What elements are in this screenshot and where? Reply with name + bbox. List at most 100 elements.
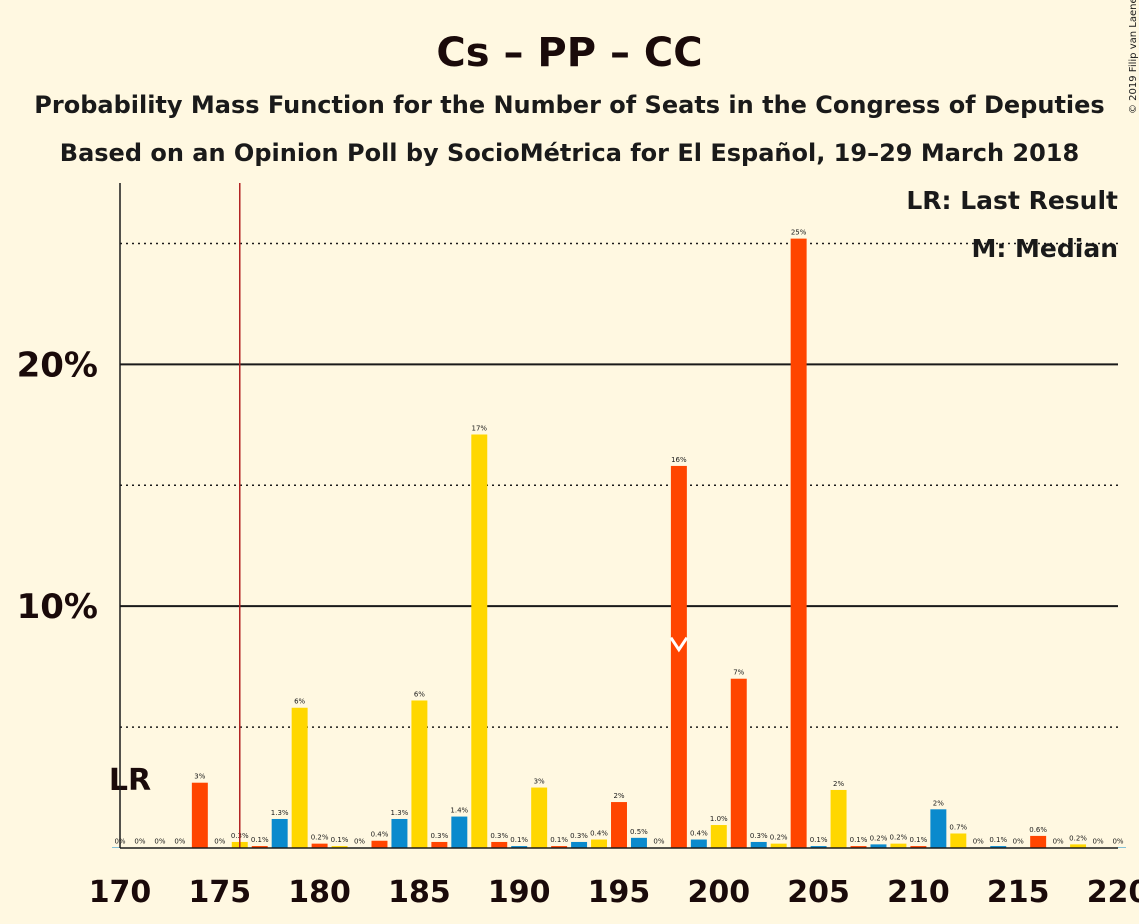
bar-label-194: 0.4% — [590, 830, 608, 838]
bar-label-178: 1.3% — [271, 809, 289, 817]
bar-label-181: 0.1% — [331, 836, 349, 844]
last-result-label: LR — [109, 763, 151, 798]
bar-193 — [571, 842, 587, 848]
bar-188 — [471, 434, 487, 848]
bar-label-175: 0% — [214, 838, 225, 846]
bar-label-216: 0.6% — [1029, 826, 1047, 834]
bar-label-202: 0.3% — [750, 832, 768, 840]
bar-label-174: 3% — [194, 773, 205, 781]
bar-label-187: 1.4% — [450, 807, 468, 815]
bar-202 — [751, 842, 767, 848]
bar-label-182: 0% — [354, 838, 365, 846]
bar-label-195: 2% — [613, 792, 624, 800]
bar-label-171: 0% — [134, 838, 145, 846]
x-tick-label-175: 175 — [188, 875, 251, 910]
bar-label-177: 0.1% — [251, 836, 269, 844]
bar-label-200: 1.0% — [710, 815, 728, 823]
bar-label-191: 3% — [534, 778, 545, 786]
bar-label-184: 1.3% — [391, 809, 409, 817]
bar-label-204: 25% — [791, 229, 807, 237]
bar-label-197: 0% — [653, 838, 664, 846]
bar-series — [112, 239, 1126, 848]
bar-179 — [292, 708, 308, 848]
bar-label-209: 0.2% — [890, 834, 908, 842]
chart-subtitle-2: Based on an Opinion Poll by SocioMétrica… — [60, 139, 1079, 167]
bar-212 — [950, 833, 966, 848]
bar-label-213: 0% — [973, 838, 984, 846]
bar-label-211: 2% — [933, 799, 944, 807]
x-axis-ticks: 170 175 180 185 190 195 200 205 210 215 220 — [89, 875, 1139, 910]
bar-189 — [491, 842, 507, 848]
bar-label-203: 0.2% — [770, 834, 788, 842]
bar-label-210: 0.1% — [910, 836, 928, 844]
bar-200 — [711, 825, 727, 848]
bar-label-206: 2% — [833, 780, 844, 788]
bar-label-183: 0.4% — [371, 831, 389, 839]
bar-187 — [451, 817, 467, 848]
bar-label-180: 0.2% — [311, 834, 329, 842]
bar-label-173: 0% — [174, 838, 185, 846]
bar-178 — [272, 819, 288, 848]
x-tick-label-195: 195 — [588, 875, 651, 910]
bar-label-208: 0.2% — [870, 834, 888, 842]
bar-199 — [691, 840, 707, 848]
x-tick-label-205: 205 — [787, 875, 850, 910]
bar-label-220: 0% — [1112, 838, 1123, 846]
gridlines — [120, 243, 1118, 727]
chart-title: Cs – PP – CC — [436, 30, 702, 76]
bar-label-207: 0.1% — [850, 836, 868, 844]
bar-label-179: 6% — [294, 698, 305, 706]
bar-label-189: 0.3% — [490, 832, 508, 840]
y-axis-ticks: 10% 20% — [17, 345, 98, 627]
bar-value-labels: 0%0%0%0%3%0%0.3%0.1%1.3%6%0.2%0.1%0%0.4%… — [114, 229, 1123, 846]
x-tick-label-200: 200 — [687, 875, 750, 910]
x-tick-label-190: 190 — [488, 875, 551, 910]
bar-184 — [391, 819, 407, 848]
bar-label-188: 17% — [471, 424, 487, 432]
bar-201 — [731, 679, 747, 848]
bar-label-205: 0.1% — [810, 836, 828, 844]
bar-label-215: 0% — [1013, 838, 1024, 846]
bar-204 — [791, 239, 807, 848]
y-tick-label-20: 20% — [17, 345, 98, 385]
bar-label-217: 0% — [1053, 838, 1064, 846]
bar-label-186: 0.3% — [430, 832, 448, 840]
bar-186 — [431, 842, 447, 848]
bar-195 — [611, 802, 627, 848]
x-tick-label-210: 210 — [887, 875, 950, 910]
bar-196 — [631, 838, 647, 848]
bar-206 — [831, 790, 847, 848]
x-tick-label-170: 170 — [89, 875, 152, 910]
bar-label-172: 0% — [154, 838, 165, 846]
bar-label-185: 6% — [414, 690, 425, 698]
bar-183 — [371, 841, 387, 848]
bar-label-201: 7% — [733, 669, 744, 677]
chart-subtitle-1: Probability Mass Function for the Number… — [34, 91, 1104, 119]
bar-label-190: 0.1% — [510, 836, 528, 844]
bar-198 — [671, 466, 687, 848]
x-tick-label-185: 185 — [388, 875, 451, 910]
x-tick-label-220: 220 — [1087, 875, 1139, 910]
bar-185 — [411, 700, 427, 848]
bar-label-212: 0.7% — [949, 823, 967, 831]
bar-label-196: 0.5% — [630, 828, 648, 836]
bar-label-193: 0.3% — [570, 832, 588, 840]
bar-label-219: 0% — [1092, 838, 1103, 846]
bar-label-198: 16% — [671, 456, 687, 464]
x-tick-label-180: 180 — [288, 875, 351, 910]
bar-211 — [930, 809, 946, 848]
bar-label-214: 0.1% — [989, 836, 1007, 844]
bar-216 — [1030, 836, 1046, 848]
bar-174 — [192, 783, 208, 848]
legend-median: M: Median — [971, 234, 1118, 263]
copyright-notice: © 2019 Filip van Laenen — [1128, 0, 1139, 114]
x-tick-label-215: 215 — [987, 875, 1050, 910]
bar-label-199: 0.4% — [690, 830, 708, 838]
bar-label-192: 0.1% — [550, 836, 568, 844]
legend-last-result: LR: Last Result — [906, 186, 1118, 215]
bar-191 — [531, 788, 547, 848]
bar-194 — [591, 840, 607, 848]
y-tick-label-10: 10% — [17, 587, 98, 627]
bar-label-218: 0.2% — [1069, 834, 1087, 842]
